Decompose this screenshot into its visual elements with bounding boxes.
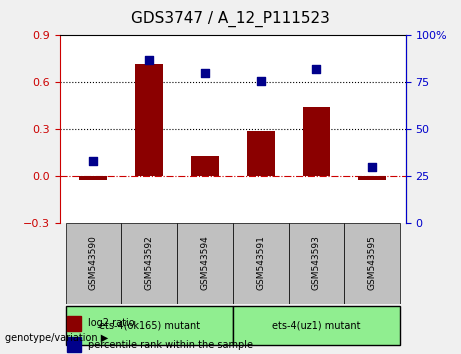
FancyBboxPatch shape xyxy=(289,223,344,304)
Text: GSM543595: GSM543595 xyxy=(368,235,377,290)
Text: ets-4(ok165) mutant: ets-4(ok165) mutant xyxy=(99,320,200,330)
Bar xyxy=(358,176,386,179)
Text: genotype/variation ▶: genotype/variation ▶ xyxy=(5,333,108,343)
Bar xyxy=(67,337,81,352)
Point xyxy=(201,70,209,76)
Point xyxy=(146,57,153,63)
Bar xyxy=(135,64,163,176)
Point xyxy=(368,164,376,170)
Bar xyxy=(302,108,331,176)
Text: GDS3747 / A_12_P111523: GDS3747 / A_12_P111523 xyxy=(131,11,330,27)
FancyBboxPatch shape xyxy=(344,223,400,304)
Bar xyxy=(79,176,107,179)
Bar xyxy=(247,131,275,176)
Point xyxy=(90,159,97,164)
Text: GSM543591: GSM543591 xyxy=(256,235,265,290)
Text: GSM543590: GSM543590 xyxy=(89,235,98,290)
FancyBboxPatch shape xyxy=(65,223,121,304)
FancyBboxPatch shape xyxy=(121,223,177,304)
Text: GSM543593: GSM543593 xyxy=(312,235,321,290)
Point xyxy=(257,78,264,83)
Text: ets-4(uz1) mutant: ets-4(uz1) mutant xyxy=(272,320,361,330)
FancyBboxPatch shape xyxy=(177,223,233,304)
FancyBboxPatch shape xyxy=(65,306,233,345)
FancyBboxPatch shape xyxy=(233,223,289,304)
Bar xyxy=(67,316,81,331)
Text: GSM543594: GSM543594 xyxy=(201,235,209,290)
FancyBboxPatch shape xyxy=(233,306,400,345)
Text: percentile rank within the sample: percentile rank within the sample xyxy=(88,339,253,350)
Bar xyxy=(191,156,219,176)
Point xyxy=(313,67,320,72)
Text: log2 ratio: log2 ratio xyxy=(88,318,134,329)
Text: GSM543592: GSM543592 xyxy=(145,235,154,290)
